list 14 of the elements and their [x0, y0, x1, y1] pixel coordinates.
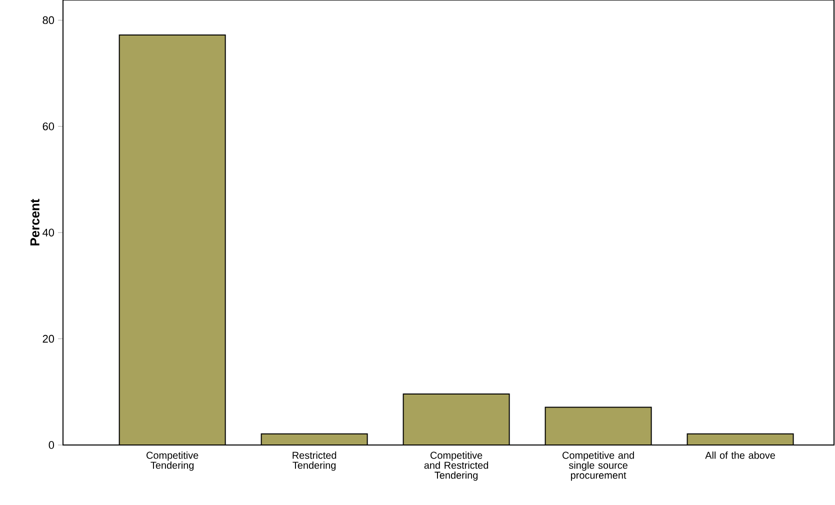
y-tick-label: 0 — [48, 441, 54, 449]
y-tick-label: 80 — [42, 16, 54, 24]
bar — [402, 394, 510, 445]
x-tick-label: Competitive Tendering — [146, 452, 198, 471]
y-tick-label: 20 — [42, 334, 54, 343]
x-tick-label: Competitive and single source procurement — [562, 452, 634, 481]
y-tick-label: 40 — [42, 228, 54, 236]
x-tick-label: Restricted Tendering — [292, 452, 336, 471]
y-axis-title: Percent — [30, 198, 40, 246]
x-tick-label: All of the above — [705, 452, 775, 459]
y-tick-label: 60 — [42, 122, 54, 130]
x-tick-label: Competitive and Restricted Tendering — [424, 452, 488, 481]
bar — [544, 406, 652, 445]
bar — [119, 35, 226, 445]
